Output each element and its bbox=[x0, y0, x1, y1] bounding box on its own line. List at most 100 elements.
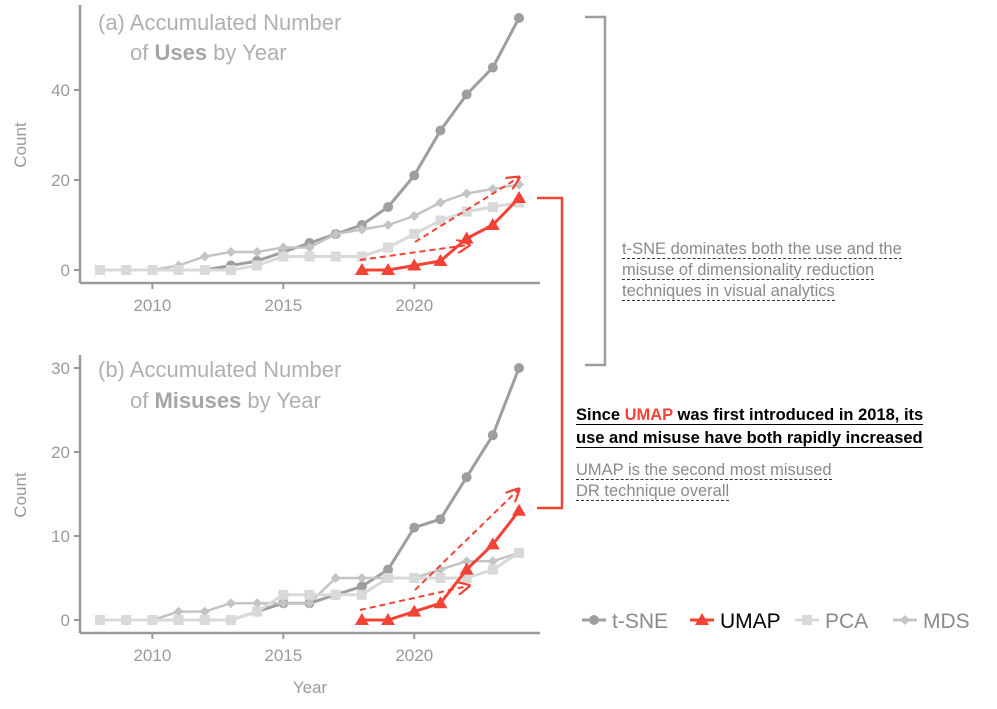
misuses-arrow-low bbox=[359, 586, 468, 611]
umap-headline: Since UMAP was first introduced in 2018,… bbox=[576, 404, 991, 450]
misuses-arrow-high bbox=[414, 490, 518, 591]
uses-point-pca bbox=[356, 251, 367, 262]
uses-point-mds bbox=[461, 188, 472, 199]
misuses-point-pca bbox=[121, 615, 132, 625]
tsne-note-line1: t-SNE dominates both the use and the bbox=[622, 240, 902, 259]
uses-point-tsne bbox=[435, 125, 446, 136]
uses-ytick-label: 20 bbox=[51, 171, 70, 190]
uses-point-pca bbox=[121, 265, 132, 275]
panel-b-xlabel: Year bbox=[293, 678, 328, 697]
legend-label-umap: UMAP bbox=[720, 610, 781, 633]
trend-arrows bbox=[359, 178, 518, 611]
uses-ytick-label: 40 bbox=[51, 81, 70, 100]
uses-point-umap bbox=[485, 218, 500, 230]
uses-point-pca bbox=[278, 251, 289, 262]
panel-b-title-line2: of Misuses by Year bbox=[130, 388, 321, 413]
red-bracket bbox=[537, 196, 564, 510]
misuses-point-pca bbox=[304, 589, 315, 600]
uses-point-tsne bbox=[409, 170, 420, 181]
uses-point-umap bbox=[433, 254, 448, 266]
uses-point-umap bbox=[381, 263, 396, 275]
panel-a-ylabel: Count bbox=[11, 122, 30, 168]
misuses-ytick-label: 20 bbox=[51, 443, 70, 462]
uses-point-umap bbox=[407, 258, 422, 271]
misuses-xtick-label: 2020 bbox=[395, 646, 433, 665]
legend-marker-umap bbox=[695, 613, 709, 625]
misuses-point-mds bbox=[330, 573, 341, 583]
uses-point-mds bbox=[278, 242, 289, 253]
tsne-note-line3: techniques in visual analytics bbox=[622, 282, 835, 301]
misuses-point-tsne bbox=[461, 472, 472, 483]
misuses-point-pca bbox=[252, 606, 263, 617]
misuses-point-umap bbox=[381, 613, 396, 625]
uses-xtick-label: 2015 bbox=[264, 296, 302, 315]
misuses-point-mds bbox=[356, 573, 367, 583]
misuses-point-mds bbox=[304, 598, 315, 609]
misuses-line-pca bbox=[100, 551, 520, 622]
umap-note-line2: DR technique overall bbox=[576, 482, 730, 501]
misuses-point-pca bbox=[330, 589, 341, 600]
misuses-point-pca bbox=[435, 573, 446, 583]
misuses-point-umap bbox=[485, 537, 500, 550]
misuses-point-pca bbox=[383, 573, 394, 583]
misuses-point-pca bbox=[278, 589, 289, 600]
uses-point-pca bbox=[173, 265, 184, 275]
panel-uses: (a) Accumulated Number of Uses by Year C… bbox=[11, 5, 540, 315]
uses-point-tsne bbox=[514, 13, 524, 23]
uses-point-pca bbox=[304, 251, 315, 262]
uses-point-pca bbox=[95, 265, 105, 275]
misuses-point-mds bbox=[278, 598, 289, 609]
misuses-series-pca bbox=[95, 547, 524, 625]
misuses-point-pca bbox=[173, 615, 184, 625]
misuses-point-pca bbox=[199, 615, 210, 625]
uses-point-mds bbox=[514, 179, 524, 190]
uses-point-tsne bbox=[383, 202, 394, 212]
misuses-point-tsne bbox=[435, 514, 446, 525]
misuses-ytick-label: 30 bbox=[51, 359, 70, 378]
legend-label-tsne: t-SNE bbox=[612, 610, 668, 633]
panel-a-title-line2: of Uses by Year bbox=[130, 40, 287, 65]
panel-misuses: (b) Accumulated Number of Misuses by Yea… bbox=[11, 355, 540, 697]
uses-point-pca bbox=[409, 229, 420, 239]
legend-item-mds: MDS bbox=[893, 610, 970, 633]
umap-annotation: UMAP is the second most misused DR techn… bbox=[576, 460, 976, 502]
panel-b-axes: 0 10 20 30 2010 2015 2020 bbox=[51, 355, 540, 665]
uses-point-mds bbox=[225, 247, 236, 257]
uses-point-pca bbox=[225, 265, 236, 275]
legend-marker-mds bbox=[900, 615, 910, 625]
uses-point-mds bbox=[356, 224, 367, 235]
uses-xtick-label: 2020 bbox=[395, 296, 433, 315]
uses-point-mds bbox=[435, 197, 446, 208]
misuses-line-mds bbox=[100, 551, 520, 622]
uses-point-pca bbox=[435, 215, 446, 226]
panel-b-ylabel: Count bbox=[11, 472, 30, 518]
uses-series-pca bbox=[95, 197, 524, 275]
misuses-ytick-label: 10 bbox=[51, 527, 70, 546]
legend: t-SNE UMAP PCA MDS bbox=[582, 610, 970, 633]
misuses-point-pca bbox=[409, 573, 420, 583]
misuses-point-pca bbox=[487, 564, 498, 575]
panel-a-title-line1: (a) Accumulated Number bbox=[98, 10, 341, 35]
panel-a-axes: 0 20 40 2010 2015 2020 bbox=[51, 5, 540, 315]
uses-point-pca bbox=[199, 265, 210, 275]
legend-item-umap: UMAP bbox=[690, 610, 781, 633]
umap-note-line1: UMAP is the second most misused bbox=[576, 461, 832, 480]
uses-point-mds bbox=[383, 220, 394, 230]
misuses-point-umap bbox=[433, 596, 448, 609]
uses-point-mds bbox=[409, 211, 420, 221]
misuses-point-mds bbox=[173, 606, 184, 617]
panel-b-title-line1: (b) Accumulated Number bbox=[98, 357, 341, 382]
misuses-point-tsne bbox=[487, 430, 498, 441]
misuses-ytick-label: 0 bbox=[61, 611, 70, 630]
misuses-series-umap bbox=[354, 503, 526, 625]
legend-label-mds: MDS bbox=[923, 610, 970, 633]
legend-item-pca: PCA bbox=[795, 610, 868, 633]
panel-b-series bbox=[95, 363, 526, 625]
misuses-point-pca bbox=[147, 615, 158, 625]
uses-point-mds bbox=[304, 242, 315, 253]
tsne-annotation: t-SNE dominates both the use and the mis… bbox=[622, 239, 992, 302]
misuses-xtick-label: 2015 bbox=[264, 646, 302, 665]
misuses-point-umap bbox=[459, 562, 474, 575]
uses-point-tsne bbox=[487, 62, 498, 73]
